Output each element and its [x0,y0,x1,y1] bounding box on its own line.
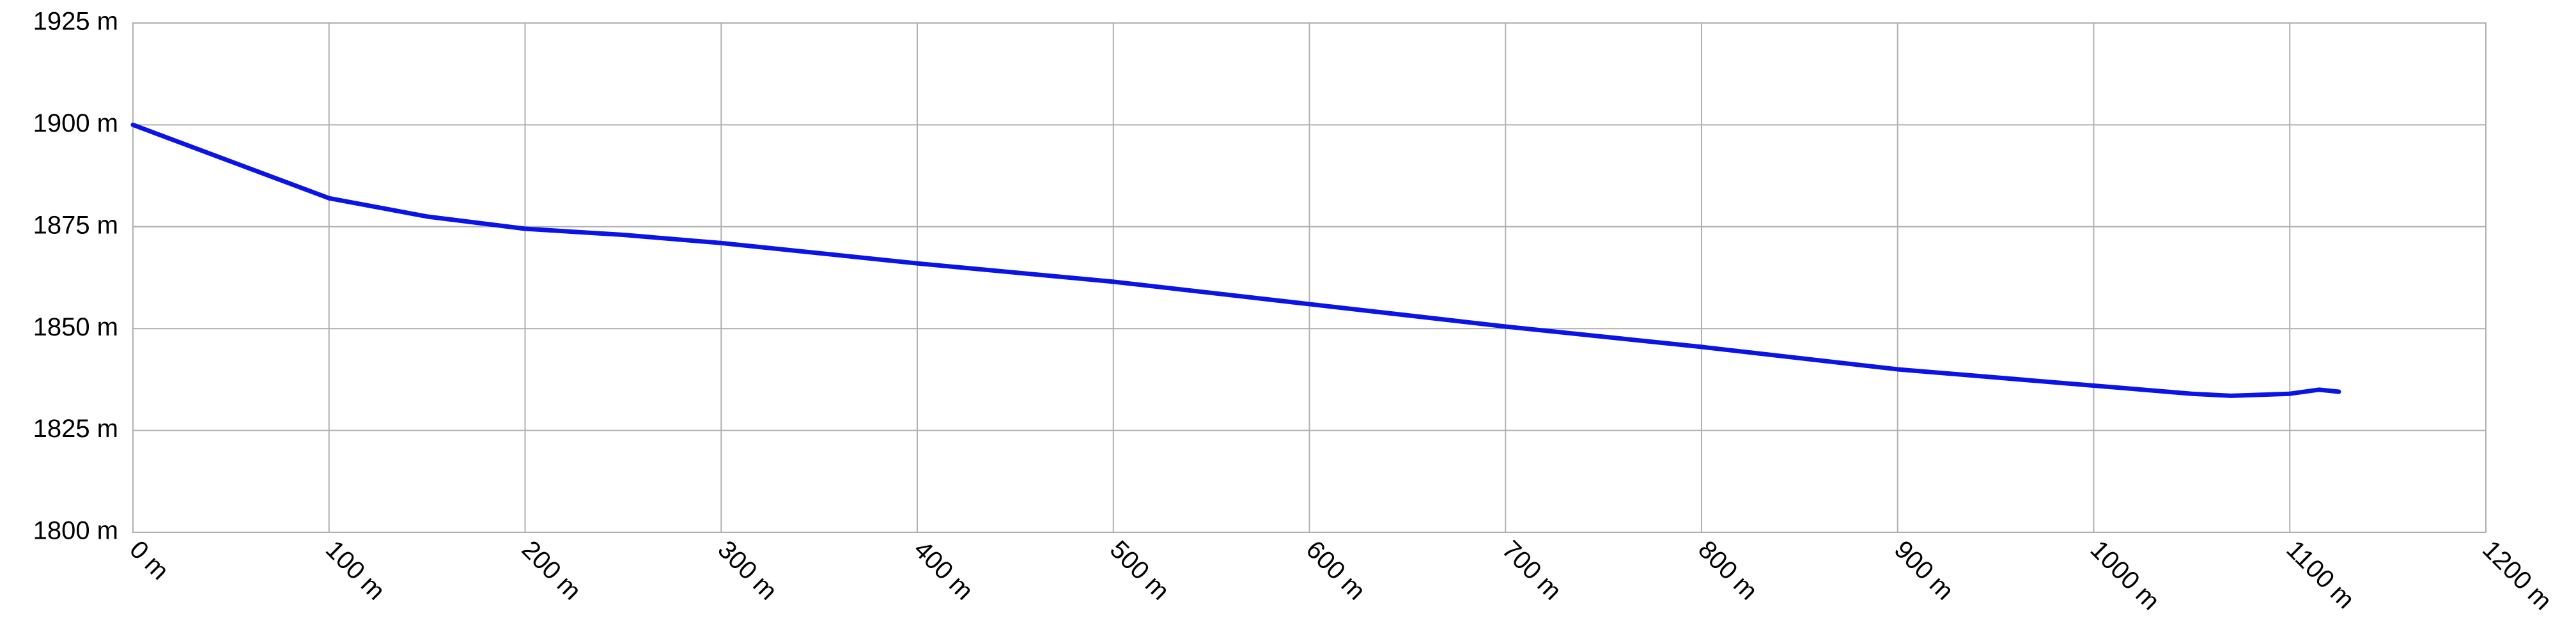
x-tick-label: 600 m [1301,535,1371,606]
x-tick-label: 300 m [712,535,782,606]
elevation-line [130,122,2341,398]
x-tick-label: 400 m [908,535,979,606]
x-tick-label: 500 m [1105,535,1175,606]
y-tick-label: 1925 m [33,8,118,36]
x-tick-label: 0 m [124,535,174,585]
y-tick-label: 1825 m [33,415,118,443]
y-tick-label: 1850 m [33,313,118,341]
x-tick-label: 1100 m [2281,535,2359,614]
x-tick-label: 1200 m [2477,535,2557,615]
x-tick-label: 800 m [1693,535,1763,606]
y-tick-label: 1800 m [33,517,118,545]
y-tick-label: 1900 m [33,109,118,137]
x-tick-label: 1000 m [2085,535,2165,615]
x-tick-label: 900 m [1889,535,1959,606]
x-tick-label: 200 m [516,535,587,606]
y-tick-label: 1875 m [33,211,118,239]
x-tick-label: 100 m [320,535,391,606]
x-tick-label: 700 m [1496,535,1567,606]
